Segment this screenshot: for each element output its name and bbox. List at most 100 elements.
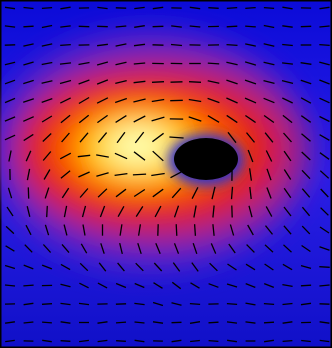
vector: [319, 339, 330, 343]
vector: [244, 61, 257, 66]
vector: [300, 62, 312, 65]
vector: [300, 97, 312, 104]
vector: [207, 97, 220, 104]
vector: [100, 243, 105, 254]
vector: [283, 244, 292, 253]
vector: [263, 61, 275, 66]
vector: [63, 205, 68, 218]
vector: [60, 321, 71, 324]
vector: [151, 98, 165, 103]
vector: [320, 188, 329, 198]
vector: [60, 263, 71, 271]
vector: [98, 262, 107, 272]
vector: [282, 62, 293, 65]
vector: [5, 321, 15, 324]
vector: [23, 302, 34, 306]
vector: [26, 168, 31, 181]
vector: [42, 133, 52, 142]
vector: [79, 188, 89, 198]
vector: [4, 25, 16, 28]
vector: [319, 115, 330, 123]
vector: [4, 6, 16, 10]
vector: [283, 132, 292, 143]
vector: [319, 152, 330, 160]
core: [108, 126, 168, 166]
vector: [301, 225, 311, 235]
vector: [133, 62, 146, 65]
vector: [301, 169, 311, 180]
vector: [226, 25, 238, 28]
vector: [4, 79, 16, 85]
vector: [44, 187, 50, 199]
vector: [96, 97, 109, 104]
vector: [152, 301, 164, 307]
vector: [227, 131, 237, 144]
vector: [300, 79, 312, 85]
vector: [171, 187, 182, 199]
vector: [25, 150, 32, 162]
vector: [263, 43, 275, 47]
vector: [226, 61, 238, 66]
vector: [119, 242, 123, 255]
vector: [96, 154, 109, 158]
vector: [135, 206, 144, 217]
vector: [42, 321, 52, 324]
vector: [4, 61, 16, 66]
vector: [78, 61, 90, 66]
vector: [281, 79, 294, 85]
vector: [248, 168, 253, 181]
vector: [208, 339, 219, 343]
vector: [60, 114, 71, 124]
vector: [319, 266, 330, 268]
vector: [96, 79, 109, 85]
vector: [41, 80, 53, 84]
vector: [78, 171, 90, 178]
vector: [137, 224, 142, 236]
vector: [319, 43, 330, 47]
vector: [41, 264, 53, 270]
vector: [189, 6, 201, 10]
vector: [41, 6, 53, 10]
vector: [116, 340, 126, 342]
vector: [319, 97, 330, 104]
vector: [282, 43, 293, 47]
vector: [82, 224, 86, 236]
vector: [226, 6, 238, 10]
vector: [282, 321, 293, 324]
vector: [97, 339, 108, 343]
vector: [266, 187, 272, 199]
vector: [97, 321, 108, 324]
vector: [170, 43, 183, 47]
vector: [133, 98, 146, 103]
vector: [137, 243, 142, 254]
vector: [226, 97, 238, 104]
vector: [263, 282, 275, 289]
vector: [263, 114, 275, 124]
vector: [42, 244, 52, 253]
vector: [169, 136, 184, 139]
vector: [319, 170, 330, 179]
vector: [41, 303, 53, 305]
vector: [116, 131, 126, 144]
vector: [301, 151, 311, 161]
vector: [188, 98, 202, 103]
vector: [6, 206, 14, 217]
vector: [226, 79, 238, 85]
vector: [226, 283, 238, 288]
vector: [301, 339, 311, 343]
vector: [319, 6, 330, 10]
vector: [283, 150, 292, 162]
hole: [174, 138, 238, 180]
vector: [226, 114, 238, 124]
vector: [171, 25, 182, 28]
vector: [4, 116, 16, 122]
vector: [42, 339, 52, 343]
vector: [8, 150, 12, 162]
vector: [151, 172, 165, 177]
vector: [211, 186, 216, 200]
vector: [152, 321, 164, 324]
vector: [191, 187, 199, 199]
vector: [117, 262, 125, 272]
